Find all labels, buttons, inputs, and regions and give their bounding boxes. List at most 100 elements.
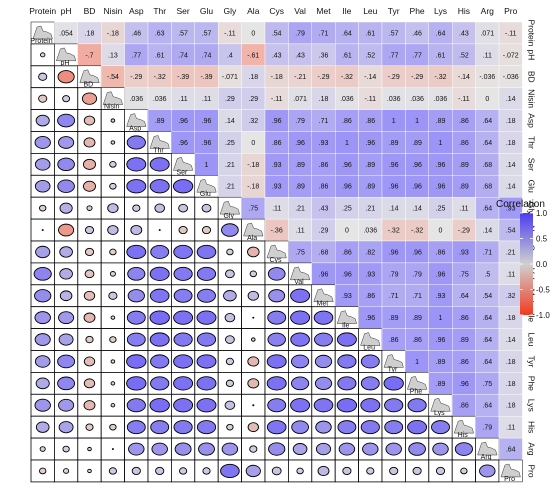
correlation-value: .79 [412,271,422,278]
correlation-value: .11 [272,206,281,213]
column-label: Met [316,6,331,16]
correlation-ellipse [84,225,95,235]
correlation-ellipse [59,268,73,280]
correlation-value: -.11 [224,30,236,37]
correlation-value: .21 [506,249,516,256]
column-label: BD [84,6,96,16]
correlation-value: .11 [178,96,187,103]
correlation-value: .86 [319,162,329,169]
correlation-ellipse [35,421,50,433]
correlation-ellipse [407,420,428,435]
correlation-ellipse [314,354,333,369]
correlation-value: .14 [506,96,516,103]
correlation-value: -.11 [505,30,517,37]
correlation-ellipse [150,244,170,259]
correlation-value: -.32 [154,74,166,81]
correlation-value: .18 [506,403,516,410]
correlation-ellipse [315,442,332,456]
correlation-ellipse [291,376,310,391]
correlation-ellipse [249,445,258,453]
correlation-ellipse [247,356,260,367]
correlation-value: .89 [459,162,469,169]
correlation-value: .96 [365,315,375,322]
column-label: Lys [434,6,447,16]
correlation-value: .4 [227,52,233,59]
row-label: Lys [526,399,536,412]
column-label: Gly [224,6,238,16]
correlation-value: .89 [389,315,399,322]
density-shape [32,25,53,40]
correlation-value: .86 [272,140,282,147]
diagonal-label: Ile [342,323,350,330]
correlation-value: 0 [345,227,349,234]
correlation-value: .86 [365,118,375,125]
correlation-value: 1 [439,140,443,147]
correlation-value: .54 [272,30,282,37]
correlation-value: 1 [392,118,396,125]
correlation-value: -.29 [388,74,400,81]
correlation-ellipse [268,442,286,456]
legend-title: Correlation [496,199,545,210]
correlation-ellipse [34,311,51,325]
correlation-value: .25 [225,140,235,147]
correlation-ellipse [149,332,170,347]
correlation-ellipse [196,266,217,281]
correlation-value: .64 [482,315,492,322]
correlation-ellipse [63,468,70,474]
column-label: Val [294,6,306,16]
correlation-value: 1 [439,315,443,322]
correlation-value: .64 [482,403,492,410]
correlation-value: .52 [365,52,375,59]
correlation-ellipse [225,357,234,366]
legend-tick-label: 1.0 [536,209,548,218]
correlation-ellipse [150,420,170,435]
correlation-value: -.11 [458,96,470,103]
correlation-ellipse [34,333,51,346]
correlation-ellipse [84,247,95,257]
column-label: Leu [363,6,377,16]
correlation-ellipse [109,271,116,277]
correlation-value: .25 [436,206,446,213]
column-label: Ser [176,6,189,16]
correlation-value: .43 [272,52,282,59]
correlation-ellipse [249,270,257,278]
correlation-ellipse [337,376,357,391]
correlation-value: .071 [293,96,307,103]
row-label: Protein [526,19,536,46]
correlation-ellipse [198,442,215,456]
correlation-ellipse [220,463,240,479]
diagonal-label: Phe [410,388,423,395]
correlation-value: .21 [225,184,235,191]
correlation-ellipse [155,466,165,476]
correlation-ellipse [245,464,261,478]
correlation-ellipse [34,398,51,412]
correlation-value: .57 [202,30,212,37]
correlation-ellipse [454,442,473,456]
correlation-value: 0 [251,30,255,37]
correlation-ellipse [38,72,48,81]
correlation-value: .64 [459,293,469,300]
correlation-ellipse [291,354,310,369]
correlation-ellipse [149,398,170,413]
correlation-ellipse [110,315,116,320]
correlation-ellipse [196,244,217,260]
correlation-value: .71 [389,293,399,300]
correlation-ellipse [126,135,146,150]
correlation-value: -.14 [364,74,376,81]
correlation-ellipse [224,313,236,323]
correlation-value: -.18 [247,184,259,191]
correlation-ellipse [173,310,194,325]
correlation-value: .036 [129,96,143,103]
correlation-value: .13 [108,52,118,59]
correlation-value: .054 [59,30,73,37]
correlation-ellipse [337,420,357,435]
correlation-value: .64 [482,206,492,213]
correlation-ellipse [385,442,402,456]
correlation-value: .52 [459,52,469,59]
correlation-ellipse [109,182,117,190]
correlation-ellipse [431,420,450,435]
correlation-value: .11 [459,206,468,213]
correlation-ellipse [109,423,117,431]
correlation-value: .93 [272,162,282,169]
